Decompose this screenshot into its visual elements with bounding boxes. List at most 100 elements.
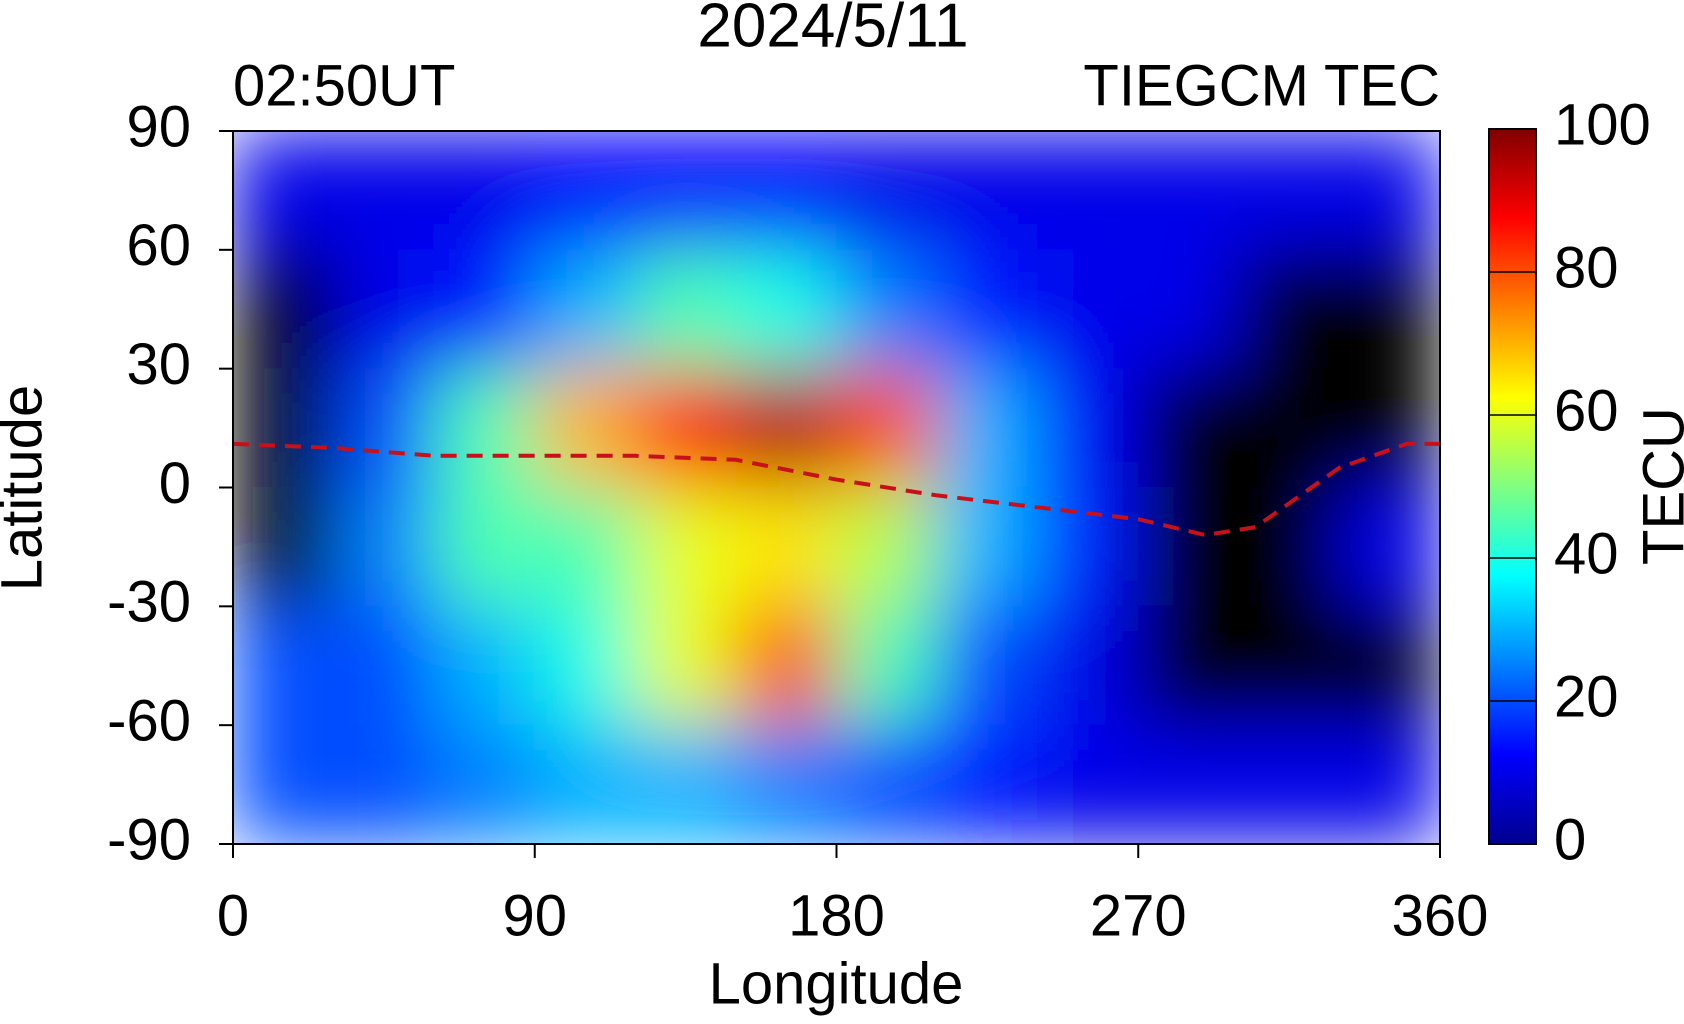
tec-cell <box>534 487 636 607</box>
tec-cell <box>333 724 435 844</box>
chart-title: 2024/5/11 <box>697 0 968 60</box>
colorbar-tick-label: 100 <box>1554 92 1651 157</box>
no-data-cell <box>1338 249 1440 370</box>
no-data-cell <box>1238 368 1340 488</box>
tec-cell <box>534 249 636 370</box>
tec-cell <box>836 368 938 488</box>
tec-cell <box>735 249 837 370</box>
tec-cell <box>735 487 837 607</box>
colorbar <box>1488 128 1537 845</box>
x-tick-label: 90 <box>502 883 567 948</box>
no-data-cell <box>1238 249 1340 370</box>
tec-cell <box>534 605 636 726</box>
tec-cell <box>634 249 737 370</box>
tec-cell <box>433 487 536 607</box>
no-data-cell <box>1137 368 1240 488</box>
tec-cell <box>433 131 536 251</box>
tec-cell <box>1338 487 1440 607</box>
tec-cell <box>333 368 435 488</box>
tec-cell <box>534 368 636 488</box>
tec-cell <box>433 368 536 488</box>
tec-cell <box>1338 724 1440 844</box>
tec-cell <box>333 249 435 370</box>
tec-cell <box>936 368 1039 488</box>
tec-cell <box>233 605 335 726</box>
colorbar-label: TECU <box>1631 407 1684 565</box>
tec-cell <box>936 249 1039 370</box>
tec-cell <box>836 487 938 607</box>
y-tick-label: 30 <box>126 332 191 397</box>
time-label: 02:50UT <box>233 53 455 118</box>
tec-cell <box>1037 368 1139 488</box>
tec-cell <box>333 487 435 607</box>
y-tick-label: -60 <box>107 688 191 753</box>
tec-cell <box>836 249 938 370</box>
tec-cell <box>936 724 1039 844</box>
tec-cell <box>433 249 536 370</box>
map-area <box>233 131 1440 844</box>
y-tick-label: 90 <box>126 94 191 159</box>
tec-cell <box>936 131 1039 251</box>
y-axis-label: Latitude <box>0 385 54 591</box>
tec-cell <box>1037 605 1139 726</box>
tec-cell <box>634 368 737 488</box>
tec-cell <box>634 605 737 726</box>
y-tick-label: 0 <box>159 451 191 516</box>
tec-field <box>233 131 1440 844</box>
tec-cell <box>433 605 536 726</box>
no-data-cell <box>1338 368 1440 488</box>
x-tick-label: 180 <box>788 883 885 948</box>
tec-cell <box>534 724 636 844</box>
x-axis-label: Longitude <box>709 951 964 1016</box>
tec-cell <box>534 131 636 251</box>
x-tick-label: 270 <box>1090 883 1187 948</box>
tec-cell <box>1037 487 1139 607</box>
tec-cell <box>433 724 536 844</box>
tec-cell <box>836 605 938 726</box>
colorbar-tick-label: 80 <box>1554 235 1619 300</box>
tec-cell <box>1238 724 1340 844</box>
no-data-cell <box>1238 487 1340 607</box>
no-data-cell <box>233 368 335 488</box>
tec-cell <box>936 605 1039 726</box>
x-tick-label: 360 <box>1392 883 1489 948</box>
tec-cell <box>233 131 335 251</box>
tec-cell <box>1137 724 1240 844</box>
no-data-cell <box>233 249 335 370</box>
tec-cell <box>735 605 837 726</box>
y-tick-label: -30 <box>107 570 191 635</box>
tec-cell <box>735 131 837 251</box>
colorbar-tick-label: 20 <box>1554 664 1619 729</box>
no-data-cell <box>233 487 335 607</box>
tec-cell <box>233 724 335 844</box>
tec-cell <box>333 131 435 251</box>
tec-cell <box>1037 131 1139 251</box>
tec-cell <box>1137 131 1240 251</box>
tec-cell <box>836 724 938 844</box>
tec-cell <box>1338 131 1440 251</box>
tec-cell <box>735 724 837 844</box>
overlay: 0 90 180 270 360 -90 -60 -30 0 30 60 90 <box>107 94 1488 948</box>
tec-cell <box>634 131 737 251</box>
tec-cell <box>1037 249 1139 370</box>
tec-cell <box>1238 131 1340 251</box>
tec-cell <box>1137 249 1240 370</box>
plot-frame <box>232 130 1441 845</box>
no-data-cell <box>1137 487 1240 607</box>
tec-cell <box>333 605 435 726</box>
tec-cell <box>634 724 737 844</box>
colorbar-tick-label: 60 <box>1554 378 1619 443</box>
model-label: TIEGCM TEC <box>1083 53 1440 118</box>
no-data-cell <box>1238 605 1340 726</box>
x-tick-label: 0 <box>217 883 249 948</box>
colorbar-tick-label: 0 <box>1554 807 1586 872</box>
tec-cell <box>634 487 737 607</box>
y-tick-label: -90 <box>107 807 191 872</box>
tec-cell <box>1037 724 1139 844</box>
no-data-cell <box>1137 605 1240 726</box>
tec-cell <box>836 131 938 251</box>
magnetic-equator <box>232 441 1440 538</box>
colorbar-tick-label: 40 <box>1554 521 1619 586</box>
no-data-cell <box>1338 605 1440 726</box>
